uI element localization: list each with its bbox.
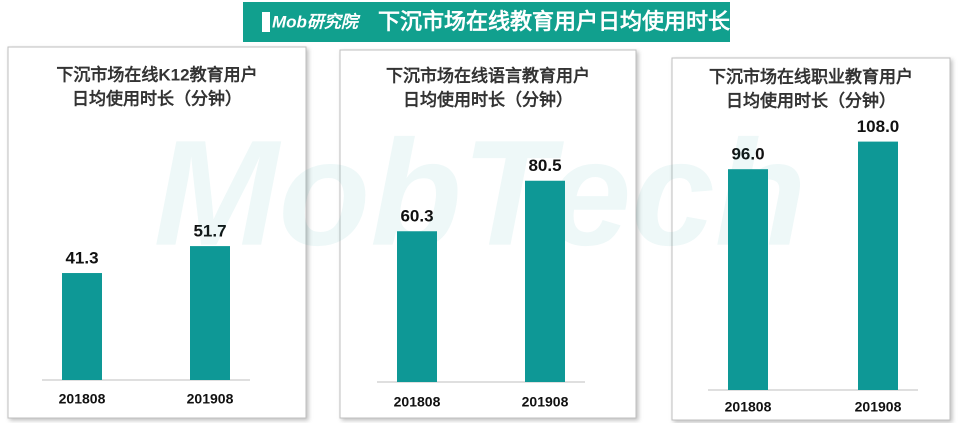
bar [397,231,437,382]
x-tick-label: 201908 [522,394,569,410]
bar [62,273,102,380]
chart-title: 下沉市场在线K12教育用户 [56,64,257,84]
chart-title: 日均使用时长（分钟） [726,90,896,110]
value-label: 96.0 [731,145,764,164]
chart-title: 日均使用时长（分钟） [403,89,573,109]
chart-title: 下沉市场在线语言教育用户 [386,65,590,85]
value-label: 80.5 [528,156,561,175]
bar [728,169,768,390]
value-label: 51.7 [193,222,226,241]
value-label: 60.3 [400,207,433,226]
x-tick-label: 201808 [59,391,106,407]
header-banner [243,2,730,42]
header-title: 下沉市场在线教育用户日均使用时长 [378,9,731,34]
watermark: MobTech [154,109,807,277]
panel [339,49,637,419]
chart-title: 日均使用时长（分钟） [72,88,242,108]
bar [858,141,898,390]
panel [7,46,307,419]
value-label: 41.3 [65,249,98,268]
logo-icon [262,12,270,32]
x-tick-label: 201908 [187,391,234,407]
panel [671,57,951,421]
bar [190,246,230,380]
logo: Mob研究院 [272,12,361,31]
x-tick-label: 201908 [855,399,902,415]
value-label: 108.0 [857,117,900,136]
chart-title: 下沉市场在线职业教育用户 [709,66,913,86]
bar [525,180,565,382]
x-tick-label: 201808 [394,394,441,410]
x-tick-label: 201808 [725,399,772,415]
